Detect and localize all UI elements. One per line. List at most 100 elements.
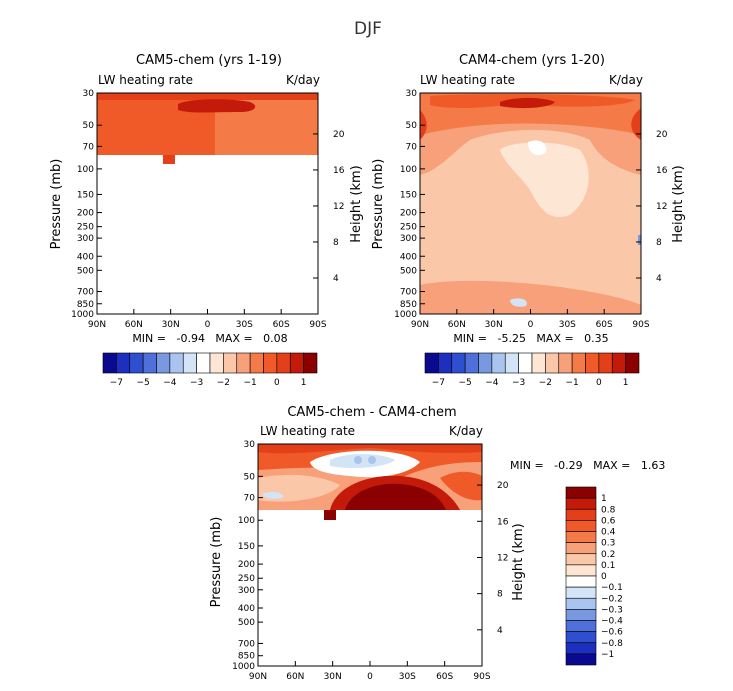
y-tick-label: 50 <box>406 121 418 131</box>
colorbar-box <box>585 352 600 374</box>
panel-cam5-colorbar: −7 −5 −4 −3 −2 −1 0 1 <box>102 352 318 388</box>
y2-tick-label: 20 <box>656 130 668 140</box>
colorbar-box <box>565 597 597 610</box>
colorbar-box <box>504 352 519 374</box>
y-tick-label: 150 <box>77 190 94 200</box>
colorbar-box <box>565 486 597 499</box>
colorbar-label: 0.2 <box>601 550 615 560</box>
colorbar-box <box>565 531 597 543</box>
colorbar-label: 0.8 <box>601 505 616 515</box>
colorbar-label: −1 <box>243 378 256 388</box>
panel-diff-left-label: LW heating rate <box>260 424 355 438</box>
panel-diff: CAM5-chem - CAM4-chem LW heating rate K/… <box>209 405 665 682</box>
panel-cam5-y2label: Height (km) <box>349 165 364 242</box>
colorbar-box <box>565 520 597 532</box>
colorbar-label: −0.1 <box>601 583 623 593</box>
field-blob <box>500 97 555 109</box>
y-tick-label: 1000 <box>394 310 417 320</box>
panel-diff-ylabel: Pressure (mb) <box>209 517 224 608</box>
colorbar-label: −1 <box>565 378 578 388</box>
panel-diff-colorbar: 10.80.6 0.40.30.20.10−0.1−0.2−0.3 −0.4−0.6… <box>565 486 623 666</box>
panel-cam4-ylabel: Pressure (mb) <box>371 159 386 250</box>
colorbar-label: 1 <box>301 378 307 388</box>
y-tick-label: 200 <box>238 560 255 570</box>
field-blob <box>330 454 395 468</box>
x-tick-label: 90N <box>249 672 267 682</box>
colorbar-box <box>156 352 171 374</box>
panel-cam4-right-label: K/day <box>609 73 643 87</box>
y-tick-label: 50 <box>83 121 95 131</box>
colorbar-label: 1 <box>601 494 607 504</box>
x-tick-label: 30N <box>162 320 180 330</box>
y-tick-label: 700 <box>77 288 94 298</box>
field-region <box>500 142 589 218</box>
x-tick-label: 30S <box>236 320 253 330</box>
field-blob <box>510 298 527 307</box>
colorbar-label: −2 <box>539 378 552 388</box>
colorbar-box <box>182 352 197 374</box>
y-tick-label: 700 <box>238 639 255 649</box>
y-tick-label: 200 <box>77 209 94 219</box>
field-blob <box>528 140 547 156</box>
colorbar-label: −5 <box>458 378 471 388</box>
colorbar-label: 0 <box>601 572 607 582</box>
colorbar-box <box>236 352 251 374</box>
colorbar-box <box>518 352 533 374</box>
field-region <box>345 483 446 510</box>
colorbar-box <box>565 642 597 655</box>
y2-tick-label: 12 <box>497 553 508 563</box>
panel-cam4-left-label: LW heating rate <box>420 73 515 87</box>
panel-cam4: CAM4-chem (yrs 1-20) LW heating rate K/d… <box>371 53 686 388</box>
field-blob <box>368 456 376 464</box>
x-tick-label: 60N <box>448 320 466 330</box>
colorbar-label: 0.3 <box>601 539 615 549</box>
colorbar-box <box>249 352 264 374</box>
colorbar-box <box>289 352 304 374</box>
y2-tick-label: 16 <box>656 166 668 176</box>
colorbar-box <box>438 352 453 374</box>
colorbar-box <box>565 620 597 632</box>
y-tick-label: 70 <box>406 142 418 152</box>
y-tick-label: 300 <box>400 234 417 244</box>
panel-diff-title: CAM5-chem - CAM4-chem <box>287 405 456 420</box>
colorbar-box <box>565 609 597 621</box>
y-tick-label: 850 <box>400 300 417 310</box>
x-tick-label: 60N <box>286 672 304 682</box>
panel-cam4-min-max: MIN = -5.25 MAX = 0.35 <box>453 332 608 345</box>
y-tick-label: 200 <box>400 209 417 219</box>
colorbar-box <box>263 352 278 374</box>
x-tick-label: 90N <box>88 320 106 330</box>
y-tick-label: 50 <box>244 472 256 482</box>
y-tick-label: 30 <box>406 89 418 99</box>
colorbar-box <box>611 352 626 374</box>
colorbar-box <box>196 352 211 374</box>
colorbar-box <box>565 508 597 521</box>
colorbar-label: 0 <box>274 378 280 388</box>
panel-cam5-title: CAM5-chem (yrs 1-19) <box>136 53 282 68</box>
colorbar-box <box>276 352 291 374</box>
panel-cam4-y2label: Height (km) <box>671 165 686 242</box>
panel-diff-min-max: MIN = -0.29 MAX = 1.63 <box>510 459 665 472</box>
y-tick-label: 850 <box>77 300 94 310</box>
panel-cam5-min-max: MIN = -0.94 MAX = 0.08 <box>132 332 287 345</box>
colorbar-label: −3 <box>512 378 525 388</box>
field-blob <box>354 456 362 464</box>
y-tick-label: 1000 <box>232 662 255 672</box>
x-tick-label: 30S <box>399 672 416 682</box>
y-tick-label: 100 <box>77 165 94 175</box>
colorbar-label: −3 <box>190 378 203 388</box>
y-tick-label: 30 <box>83 89 95 99</box>
x-tick-label: 60S <box>436 672 453 682</box>
x-tick-label: 30N <box>485 320 503 330</box>
panel-cam5-left-label: LW heating rate <box>98 73 193 87</box>
y2-tick-label: 16 <box>333 166 345 176</box>
field-region <box>420 280 641 314</box>
x-tick-label: 90S <box>632 320 649 330</box>
colorbar-box <box>565 497 597 510</box>
colorbar-label: −0.6 <box>601 628 623 638</box>
y-tick-label: 850 <box>238 652 255 662</box>
y-tick-label: 700 <box>400 288 417 298</box>
y-tick-label: 400 <box>400 252 417 262</box>
colorbar-label: 0.1 <box>601 561 615 571</box>
